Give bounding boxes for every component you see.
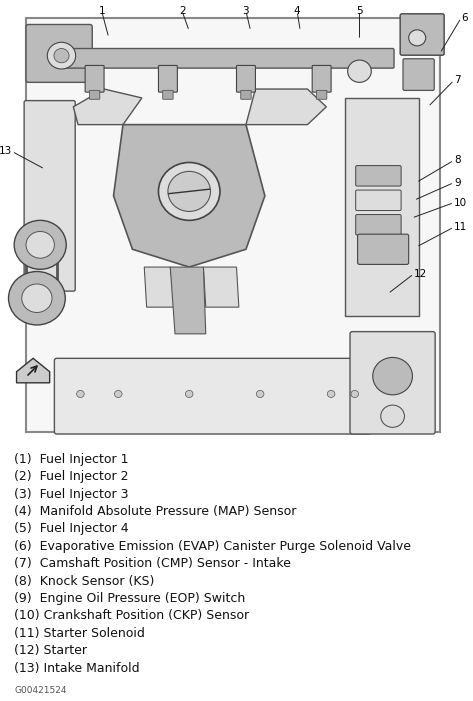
- FancyBboxPatch shape: [312, 65, 331, 92]
- Polygon shape: [246, 89, 326, 125]
- Circle shape: [327, 390, 335, 397]
- Circle shape: [114, 390, 122, 397]
- Circle shape: [168, 171, 210, 212]
- FancyBboxPatch shape: [316, 90, 327, 100]
- FancyBboxPatch shape: [345, 98, 419, 316]
- FancyBboxPatch shape: [356, 215, 401, 235]
- Text: 3: 3: [243, 6, 249, 16]
- Text: 12: 12: [414, 268, 427, 279]
- FancyBboxPatch shape: [158, 65, 177, 92]
- Circle shape: [14, 220, 66, 269]
- FancyBboxPatch shape: [24, 101, 75, 291]
- Text: G00421524: G00421524: [14, 686, 67, 695]
- Circle shape: [185, 390, 193, 397]
- Text: 8: 8: [454, 155, 461, 165]
- FancyBboxPatch shape: [358, 234, 409, 264]
- FancyBboxPatch shape: [403, 59, 434, 90]
- FancyBboxPatch shape: [350, 332, 435, 434]
- FancyBboxPatch shape: [400, 14, 444, 55]
- Circle shape: [409, 30, 426, 46]
- Text: (10) Crankshaft Position (CKP) Sensor: (10) Crankshaft Position (CKP) Sensor: [14, 609, 249, 622]
- Polygon shape: [114, 125, 265, 267]
- Circle shape: [373, 358, 412, 395]
- Polygon shape: [73, 89, 142, 125]
- Text: 11: 11: [454, 222, 467, 232]
- Text: 4: 4: [294, 6, 300, 16]
- FancyBboxPatch shape: [26, 18, 440, 432]
- FancyBboxPatch shape: [85, 65, 104, 92]
- FancyBboxPatch shape: [26, 25, 92, 82]
- FancyBboxPatch shape: [60, 48, 394, 68]
- Circle shape: [26, 231, 54, 258]
- FancyBboxPatch shape: [241, 90, 251, 100]
- Text: (5)  Fuel Injector 4: (5) Fuel Injector 4: [14, 522, 129, 536]
- Circle shape: [22, 284, 52, 313]
- FancyBboxPatch shape: [163, 90, 173, 100]
- Polygon shape: [170, 267, 206, 334]
- Text: (6)  Evaporative Emission (EVAP) Canister Purge Solenoid Valve: (6) Evaporative Emission (EVAP) Canister…: [14, 540, 411, 553]
- Text: 1: 1: [98, 6, 105, 16]
- Polygon shape: [17, 358, 50, 383]
- Text: 9: 9: [454, 177, 461, 187]
- Text: (4)  Manifold Absolute Pressure (MAP) Sensor: (4) Manifold Absolute Pressure (MAP) Sen…: [14, 505, 297, 518]
- Text: 7: 7: [454, 75, 461, 85]
- Circle shape: [77, 390, 84, 397]
- FancyBboxPatch shape: [89, 90, 100, 100]
- Text: 10: 10: [454, 198, 467, 207]
- Text: 13: 13: [0, 147, 12, 156]
- Circle shape: [348, 60, 371, 82]
- Text: (3)  Fuel Injector 3: (3) Fuel Injector 3: [14, 488, 129, 501]
- Text: (1)  Fuel Injector 1: (1) Fuel Injector 1: [14, 453, 129, 465]
- Text: (7)  Camshaft Position (CMP) Sensor - Intake: (7) Camshaft Position (CMP) Sensor - Int…: [14, 557, 291, 570]
- Circle shape: [9, 271, 65, 325]
- FancyBboxPatch shape: [356, 190, 401, 210]
- Text: (9)  Engine Oil Pressure (EOP) Switch: (9) Engine Oil Pressure (EOP) Switch: [14, 592, 245, 605]
- Circle shape: [158, 163, 220, 220]
- Text: 2: 2: [179, 6, 185, 16]
- Circle shape: [54, 48, 69, 63]
- Circle shape: [47, 42, 76, 69]
- FancyBboxPatch shape: [54, 358, 371, 434]
- Text: (2)  Fuel Injector 2: (2) Fuel Injector 2: [14, 470, 129, 483]
- Text: (13) Intake Manifold: (13) Intake Manifold: [14, 662, 140, 674]
- Circle shape: [381, 405, 404, 428]
- FancyBboxPatch shape: [356, 165, 401, 186]
- Text: 5: 5: [356, 6, 363, 16]
- Text: (12) Starter: (12) Starter: [14, 644, 87, 658]
- Polygon shape: [203, 267, 239, 307]
- Text: 6: 6: [461, 13, 468, 23]
- Text: (11) Starter Solenoid: (11) Starter Solenoid: [14, 627, 145, 640]
- FancyBboxPatch shape: [236, 65, 255, 92]
- Text: (8)  Knock Sensor (KS): (8) Knock Sensor (KS): [14, 575, 155, 587]
- Polygon shape: [144, 267, 175, 307]
- Circle shape: [256, 390, 264, 397]
- Circle shape: [351, 390, 359, 397]
